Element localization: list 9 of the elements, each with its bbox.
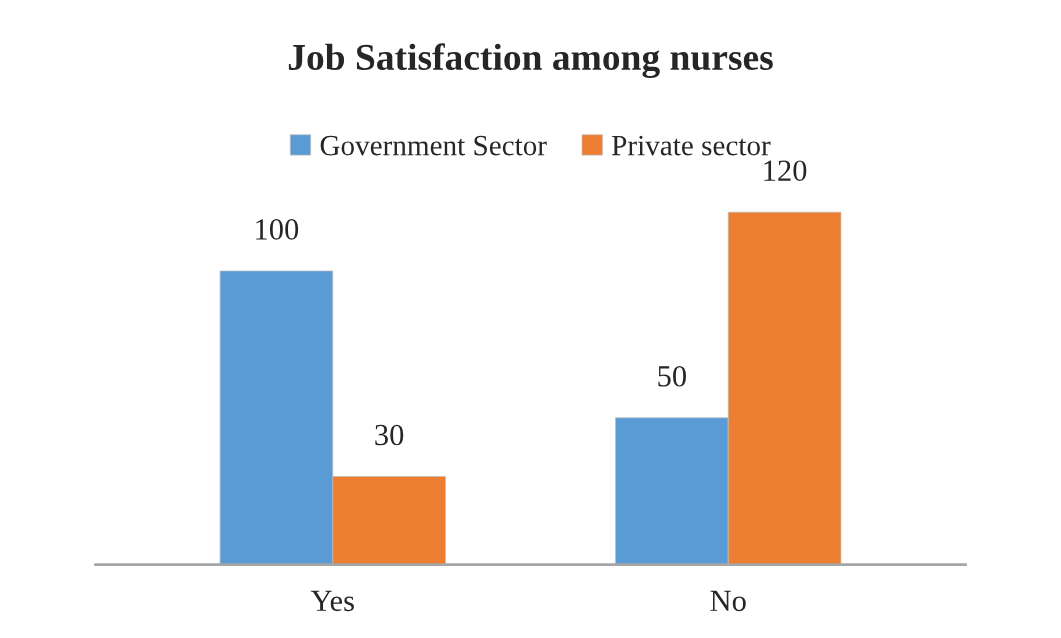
x-tick-label: Yes — [310, 590, 354, 612]
data-label: 50 — [658, 365, 686, 387]
x-tick-label: No — [710, 590, 746, 612]
chart-title: Job Satisfaction among nurses — [288, 43, 773, 78]
legend-label: Government Sector — [320, 135, 547, 156]
legend-label: Private sector — [612, 135, 771, 156]
data-label: 120 — [764, 160, 807, 181]
data-label: 100 — [256, 219, 299, 240]
data-label: 30 — [375, 424, 404, 446]
